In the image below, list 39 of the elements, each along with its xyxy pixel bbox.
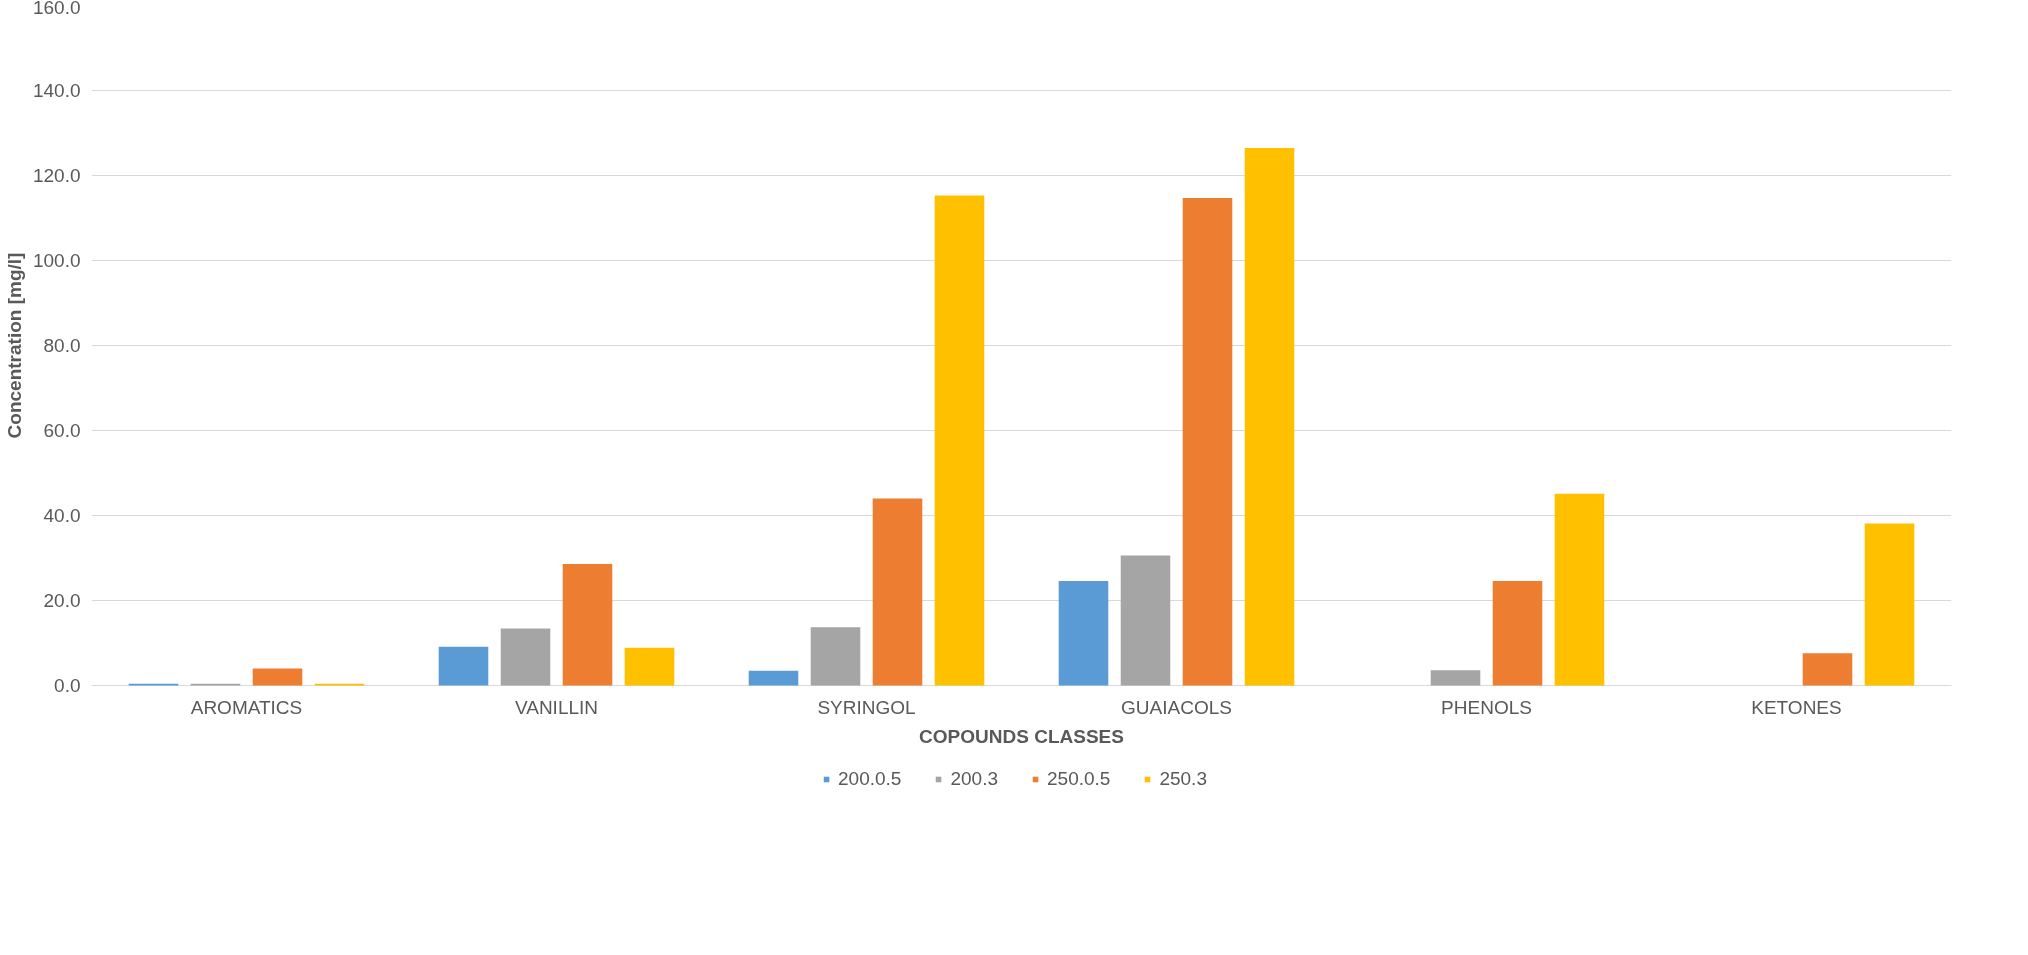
bar — [1430, 670, 1481, 686]
x-tick-label: PHENOLS — [1441, 696, 1532, 718]
y-tick-label: 120.0 — [32, 165, 81, 186]
bar — [1244, 147, 1295, 686]
y-tick-label: 60.0 — [43, 420, 81, 441]
y-tick-label: 80.0 — [43, 335, 81, 356]
bar — [934, 195, 985, 686]
bar — [810, 627, 861, 686]
bar — [562, 563, 613, 686]
y-tick-label: 140.0 — [32, 80, 81, 101]
x-tick-label: KETONES — [1751, 696, 1842, 718]
bar — [872, 498, 923, 686]
legend-label: 250.3 — [1159, 768, 1207, 790]
x-tick-label: AROMATICS — [190, 696, 303, 718]
bar — [438, 646, 489, 686]
y-tick-label: 20.0 — [43, 590, 81, 611]
y-tick-label: 40.0 — [43, 505, 81, 526]
bar — [252, 668, 303, 686]
legend-label: 250.0.5 — [1047, 768, 1111, 790]
bar — [1120, 555, 1171, 686]
y-tick-label: 160.0 — [32, 0, 81, 18]
bar — [624, 647, 675, 686]
bar — [1182, 198, 1233, 686]
bar — [1554, 493, 1605, 686]
x-tick-label: SYRINGOL — [817, 696, 916, 718]
x-tick-label: VANILLIN — [514, 696, 599, 718]
legend-label: 200.3 — [950, 768, 998, 790]
bar — [1864, 523, 1915, 686]
legend-label: 200.0.5 — [838, 768, 902, 790]
bar — [1058, 580, 1109, 686]
y-axis-title: Concentration [mg/l] — [3, 252, 25, 439]
bar — [1492, 580, 1543, 686]
x-tick-label: GUAIACOLS — [1121, 696, 1232, 718]
y-tick-label: 0.0 — [54, 675, 81, 696]
bar — [1802, 653, 1853, 686]
x-axis-title: COPOUNDS CLASSES — [919, 725, 1124, 747]
bar — [748, 670, 799, 686]
y-tick-label: 100.0 — [32, 250, 81, 271]
bar — [500, 628, 551, 686]
